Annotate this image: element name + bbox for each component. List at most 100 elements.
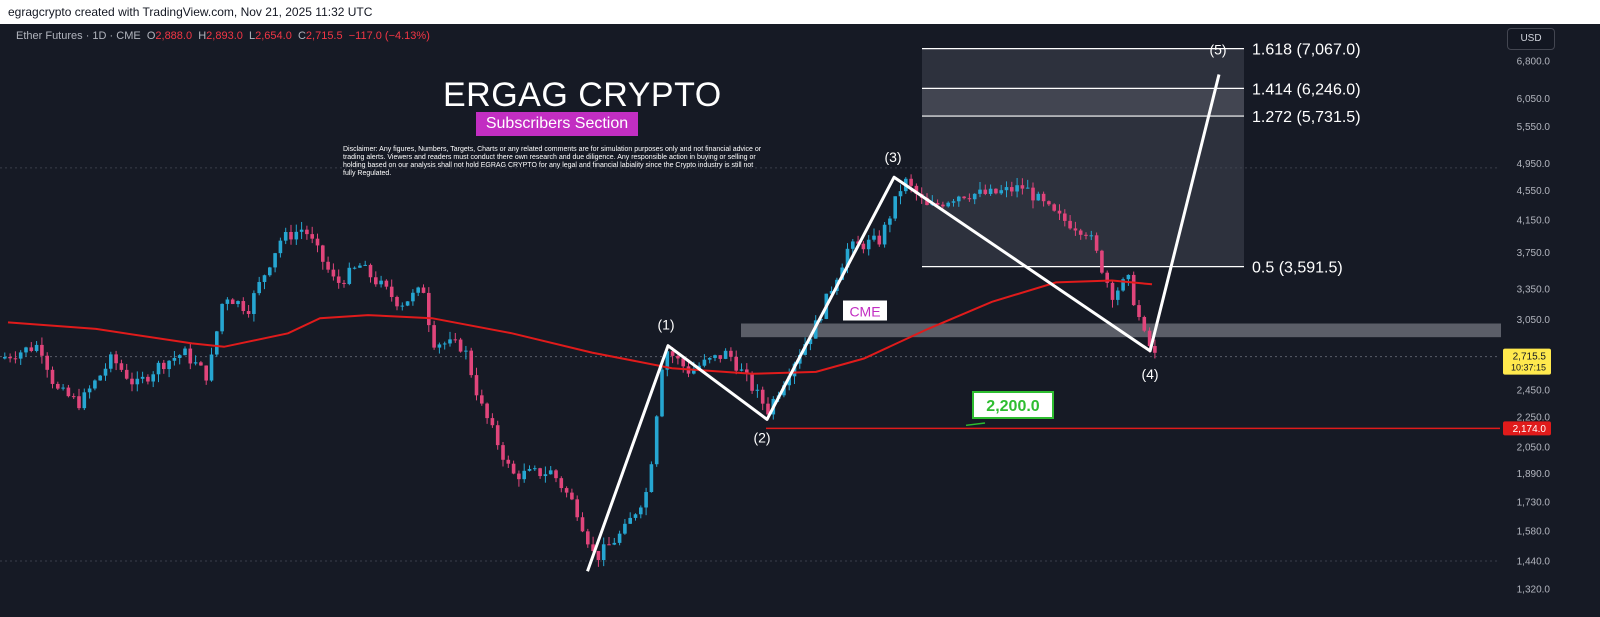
y-axis-tick-label: 1,580.0	[1517, 527, 1551, 538]
candle-body	[262, 275, 267, 283]
y-axis-tick-label: 2,450.0	[1517, 385, 1551, 396]
target-label-box	[972, 391, 1054, 419]
candle-body	[962, 196, 966, 199]
candle-body	[665, 351, 670, 370]
change-value: −117.0 (−4.13%)	[348, 30, 430, 42]
wave-label: (4)	[1141, 366, 1158, 382]
candle-body	[898, 191, 903, 197]
bar-countdown: 10:37:15	[1511, 363, 1546, 373]
y-axis-tick-label: 1,730.0	[1517, 497, 1551, 508]
candle-body	[299, 229, 304, 232]
candle-body	[623, 523, 627, 534]
cme-label: CME	[849, 304, 880, 320]
instrument-legend: Ether Futures · 1D · CME O2,888.0 H2,893…	[16, 30, 430, 42]
candle-body	[1041, 193, 1046, 202]
candle-body	[45, 355, 49, 370]
candle-body	[464, 350, 468, 352]
candle-body	[427, 292, 431, 326]
candle-body	[50, 369, 55, 384]
candle-body	[352, 267, 357, 269]
candle-body	[368, 264, 373, 278]
candle-body	[750, 373, 754, 391]
y-axis-tick-label: 3,050.0	[1517, 315, 1551, 326]
candle-body	[442, 343, 447, 345]
candle-body	[220, 303, 224, 332]
candle-body	[146, 376, 150, 382]
candle-body	[458, 339, 463, 352]
price-chart[interactable]: 1.618 (7,067.0) 1.414 (6,246.0) 1.272 (5,7…	[0, 24, 1600, 617]
candle-body	[957, 196, 961, 202]
candle-body	[909, 178, 913, 186]
candle-body	[972, 193, 977, 200]
candle-body	[209, 354, 214, 381]
candle-body	[98, 375, 102, 381]
candle-body	[336, 276, 341, 283]
candle-body	[1025, 187, 1030, 189]
candle-body	[283, 231, 288, 241]
candle-body	[755, 389, 760, 391]
candle-body	[586, 531, 590, 545]
candle-body	[432, 325, 436, 348]
candle-body	[294, 231, 299, 240]
candle-body	[437, 344, 442, 348]
candle-body	[156, 362, 161, 375]
candle-body	[135, 378, 140, 385]
candle-body	[734, 356, 738, 371]
candle-body	[172, 357, 177, 361]
candle-body	[548, 470, 553, 475]
candle-body	[24, 347, 28, 353]
candle-body	[1121, 279, 1125, 291]
cme-label-box	[843, 300, 887, 321]
y-axis-tick-label: 1,320.0	[1517, 585, 1551, 596]
y-axis-tick-label: 1,890.0	[1517, 469, 1551, 480]
candle-body	[114, 354, 118, 364]
candle-body	[570, 492, 574, 500]
candle-body	[994, 188, 998, 194]
y-axis-tick-label: 6,800.0	[1517, 57, 1551, 68]
candle-body	[914, 185, 919, 194]
candle-body	[1073, 228, 1078, 231]
candle-body	[612, 542, 617, 545]
fib-label: 1.618 (7,067.0)	[1252, 42, 1361, 59]
candle-body	[888, 218, 892, 225]
candle-body	[8, 356, 12, 359]
candle-body	[601, 544, 606, 561]
candle-body	[162, 362, 166, 370]
candle-body	[199, 362, 203, 366]
candle-body	[1142, 317, 1147, 331]
candle-body	[13, 358, 18, 360]
fib-label: 0.5 (3,591.5)	[1252, 260, 1343, 277]
candle-body	[469, 350, 473, 376]
candle-body	[18, 352, 23, 359]
candle-body	[379, 280, 383, 285]
candle-body	[633, 514, 638, 518]
candle-body	[660, 369, 664, 417]
candle-body	[877, 235, 882, 245]
candle-body	[331, 269, 336, 277]
y-axis-tick-label: 5,550.0	[1517, 122, 1551, 133]
disclaimer-text: Disclaimer: Any figures, Numbers, Target…	[343, 146, 762, 177]
candle-body	[342, 282, 346, 284]
candle-body	[925, 197, 929, 206]
candle-body	[851, 241, 855, 249]
fib-label: 1.414 (6,246.0)	[1252, 81, 1361, 98]
candle-body	[787, 376, 791, 386]
candle-body	[278, 240, 283, 254]
currency-button[interactable]: USD	[1507, 28, 1555, 50]
candle-body	[628, 517, 632, 524]
brand-subtitle: Subscribers Section	[476, 112, 638, 136]
candle-body	[935, 202, 940, 205]
candle-body	[140, 376, 145, 379]
candle-body	[3, 356, 7, 359]
candle-body	[723, 350, 728, 359]
low-value: 2,654.0	[255, 30, 292, 42]
candle-body	[321, 245, 325, 262]
candle-body	[416, 287, 420, 293]
candle-body	[745, 369, 749, 374]
chart-area[interactable]: 1.618 (7,067.0) 1.414 (6,246.0) 1.272 (5,7…	[0, 24, 1600, 617]
candle-body	[1052, 204, 1056, 211]
close-label: C	[297, 30, 306, 42]
fib-label: 1.272 (5,731.5)	[1252, 109, 1361, 126]
current-price-tag	[1503, 348, 1551, 375]
candle-body	[692, 368, 696, 374]
